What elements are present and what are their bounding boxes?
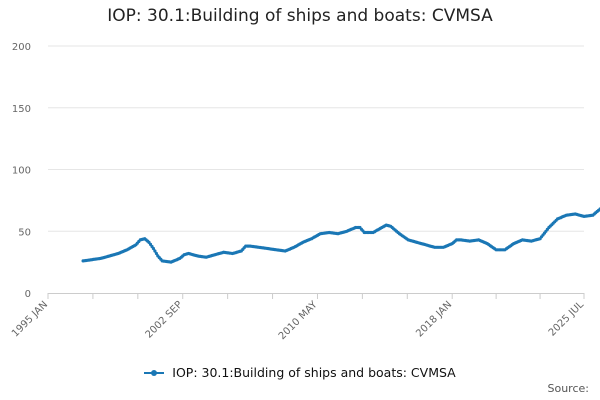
legend[interactable]: IOP: 30.1:Building of ships and boats: C… [0,364,600,380]
y-tick-label: 200 [12,42,31,53]
y-tick-label: 0 [25,289,31,300]
y-tick-label: 150 [12,104,31,115]
chart-title: IOP: 30.1:Building of ships and boats: C… [107,6,493,26]
y-tick-label: 100 [12,166,31,177]
y-axis-tick-labels: 0 50 100 150 200 [12,42,31,300]
x-tick-label: 2002 SEP [144,299,185,340]
legend-marker-icon [144,368,165,378]
credits[interactable]: Source: [547,382,590,395]
x-tick-label: 1995 JAN [10,299,50,339]
series-group [81,207,600,264]
x-tick-label: 2025 JUL [547,299,587,339]
series-line [82,207,600,264]
data-point[interactable] [153,249,157,253]
x-tick-label: 2018 JAN [414,299,454,339]
data-point[interactable] [154,251,158,256]
gridlines [48,45,584,232]
legend-label[interactable]: IOP: 30.1:Building of ships and boats: C… [172,365,456,380]
y-tick-label: 50 [18,227,31,238]
x-axis: 1995 JAN 2002 SEP 2010 MAY 2018 JAN 2025 JUL [10,293,586,342]
data-point[interactable] [151,246,155,251]
x-tick-label: 2010 MAY [277,299,320,342]
